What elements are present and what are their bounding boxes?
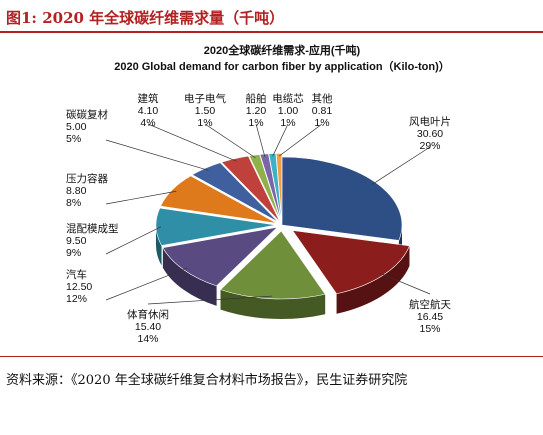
pie-slice — [268, 153, 282, 222]
slice-label: 汽车 12.50 12% — [66, 268, 92, 305]
slice-value: 9.50 — [66, 235, 87, 247]
pie-slice-side — [162, 247, 217, 306]
figure-title: 图1: 2020 年全球碳纤维需求量（千吨） — [6, 9, 285, 27]
slice-category: 压力容器 — [66, 172, 108, 185]
leader-line — [147, 295, 273, 305]
slice-category: 建筑 — [138, 92, 159, 105]
chart-title-cn: 2020全球碳纤维需求-应用(千吨) — [204, 43, 361, 57]
leader-line — [372, 146, 431, 185]
leader-line — [105, 139, 209, 171]
slice-value: 4.10 — [138, 105, 159, 117]
pie-slice — [281, 156, 403, 241]
slice-percent: 29% — [419, 140, 440, 152]
leader-line — [204, 123, 256, 159]
pie-slice-side — [156, 225, 162, 266]
pie-slice — [220, 155, 281, 222]
slice-labels: 风电叶片 30.60 29%航空航天 16.45 15%体育休闲 15.40 14%汽车 12… — [66, 92, 451, 345]
slice-percent: 15% — [419, 323, 440, 335]
slice-label: 压力容器 8.80 8% — [66, 172, 108, 209]
slice-label: 电子电气 1.50 1% — [184, 92, 226, 129]
pie-chart: 2020全球碳纤维需求-应用(千吨) 2020 Global demand fo… — [66, 43, 451, 345]
slice-category: 船舶 — [246, 92, 267, 105]
slice-percent: 12% — [66, 293, 87, 305]
slice-category: 航空航天 — [409, 298, 451, 311]
leader-line — [105, 226, 161, 255]
slice-category: 混配模成型 — [66, 222, 119, 235]
source-note: 资料来源：《2020 年全球碳纤维复合材料市场报告》，民生证券研究院 — [6, 373, 408, 388]
pie-slice — [219, 230, 326, 300]
leader-lines — [105, 123, 431, 305]
pie-slice — [160, 175, 277, 224]
slice-category: 体育休闲 — [127, 308, 169, 321]
slice-percent: 5% — [66, 133, 81, 145]
pie-slices — [155, 153, 410, 319]
slice-label: 体育休闲 15.40 14% — [127, 308, 169, 345]
slice-label: 混配模成型 9.50 9% — [66, 222, 119, 259]
slice-category: 碳碳复材 — [66, 108, 108, 121]
pie-slice — [275, 153, 283, 222]
slice-percent: 1% — [197, 117, 212, 129]
pie-slice-side — [336, 245, 410, 314]
figure-header: 图1: 2020 年全球碳纤维需求量（千吨） — [0, 0, 543, 34]
slice-label: 电缆芯 1.00 1% — [272, 92, 304, 129]
leader-line — [255, 123, 266, 157]
slice-category: 电子电气 — [184, 92, 226, 105]
pie-slice — [155, 207, 277, 246]
slice-value: 5.00 — [66, 121, 87, 133]
chart-title-en: 2020 Global demand for carbon fiber by a… — [114, 60, 450, 73]
header-rule — [0, 31, 543, 33]
leader-line — [147, 123, 237, 162]
slice-category: 其他 — [312, 92, 333, 105]
slice-percent: 4% — [140, 117, 155, 129]
slice-percent: 14% — [137, 333, 158, 345]
slice-label: 建筑 4.10 4% — [138, 92, 159, 129]
slice-label: 船舶 1.20 1% — [246, 92, 267, 129]
slice-percent: 9% — [66, 247, 81, 259]
leader-line — [272, 123, 289, 157]
slice-category: 汽车 — [66, 268, 87, 281]
slice-value: 16.45 — [417, 311, 443, 323]
slice-value: 0.81 — [312, 105, 333, 117]
slice-percent: 1% — [280, 117, 295, 129]
pie-slice — [191, 162, 279, 223]
slice-value: 30.60 — [417, 128, 443, 140]
slice-value: 8.80 — [66, 185, 87, 197]
leader-line — [379, 272, 431, 295]
leader-line — [105, 267, 188, 301]
pie-slice-side — [220, 289, 326, 319]
leader-line — [278, 123, 323, 157]
slice-percent: 1% — [248, 117, 263, 129]
slice-value: 15.40 — [135, 321, 161, 333]
slice-label: 其他 0.81 1% — [312, 92, 333, 129]
slice-label: 航空航天 16.45 15% — [409, 298, 451, 335]
slice-percent: 1% — [314, 117, 329, 129]
pie-slice — [248, 154, 281, 222]
slice-label: 风电叶片 30.60 29% — [409, 115, 451, 152]
slice-category: 风电叶片 — [409, 115, 451, 128]
leader-line — [105, 190, 177, 205]
slice-percent: 8% — [66, 197, 81, 209]
slice-value: 1.00 — [278, 105, 299, 117]
footer-rule — [0, 356, 543, 357]
slice-value: 1.20 — [246, 105, 267, 117]
slice-label: 碳碳复材 5.00 5% — [66, 108, 108, 145]
slice-category: 电缆芯 — [272, 92, 304, 105]
slice-value: 1.50 — [195, 105, 216, 117]
slice-value: 12.50 — [66, 281, 92, 293]
